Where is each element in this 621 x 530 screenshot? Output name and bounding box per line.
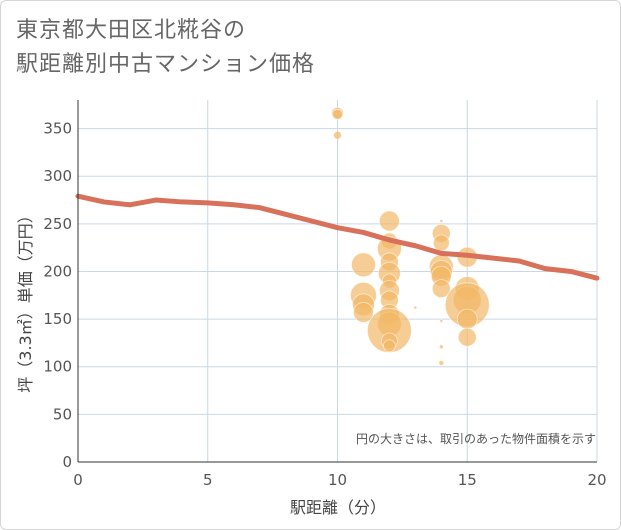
bubble-point <box>382 339 396 353</box>
bubble-series <box>331 106 490 366</box>
y-tick-label: 300 <box>43 167 72 185</box>
x-axis-label: 駅距離（分） <box>290 498 386 517</box>
bubble-point <box>438 360 445 366</box>
bubble-point <box>456 308 478 330</box>
bubble-point <box>332 108 343 120</box>
axes: 0 50 100 150 200 250 300 350 0 5 10 15 20 <box>43 100 607 489</box>
bubble-point <box>431 279 451 299</box>
y-tick-label: 0 <box>62 453 72 471</box>
x-tick-label: 15 <box>458 471 477 489</box>
y-tick-label: 350 <box>43 120 72 138</box>
bubble-point <box>378 210 400 232</box>
y-tick-label: 250 <box>43 215 72 233</box>
bubble-point <box>351 252 376 278</box>
x-tick-label: 0 <box>73 471 83 489</box>
bubble-point <box>353 302 374 323</box>
bubble-point <box>413 305 418 310</box>
bubble-point <box>457 327 477 347</box>
x-tick-label: 10 <box>328 471 347 489</box>
chart-title-line1: 東京都大田区北糀谷の <box>16 18 247 43</box>
bubble-point <box>432 234 450 252</box>
y-tick-label: 200 <box>43 262 72 280</box>
y-tick-label: 150 <box>43 310 72 328</box>
x-tick-label: 5 <box>203 471 213 489</box>
bubble-point <box>439 219 444 223</box>
bubble-point <box>333 130 342 140</box>
bubble-point <box>438 344 444 350</box>
chart-title: 東京都大田区北糀谷の 駅距離別中古マンション価格 <box>16 14 315 82</box>
average-price-line <box>75 193 600 281</box>
x-tick-label: 20 <box>587 471 606 489</box>
trend-line-group <box>75 193 600 281</box>
y-tick-label: 50 <box>53 405 72 423</box>
grid-lines <box>78 100 598 462</box>
y-axis-label: 坪（3.3㎡）単価（万円） <box>16 207 35 392</box>
y-tick-label: 100 <box>43 358 72 376</box>
bubble-size-note: 円の大きさは、取引のあった物件面積を示す <box>356 431 596 446</box>
bubble-point <box>439 319 444 323</box>
bubble-point <box>366 308 412 353</box>
chart-title-line2: 駅距離別中古マンション価格 <box>16 52 316 77</box>
